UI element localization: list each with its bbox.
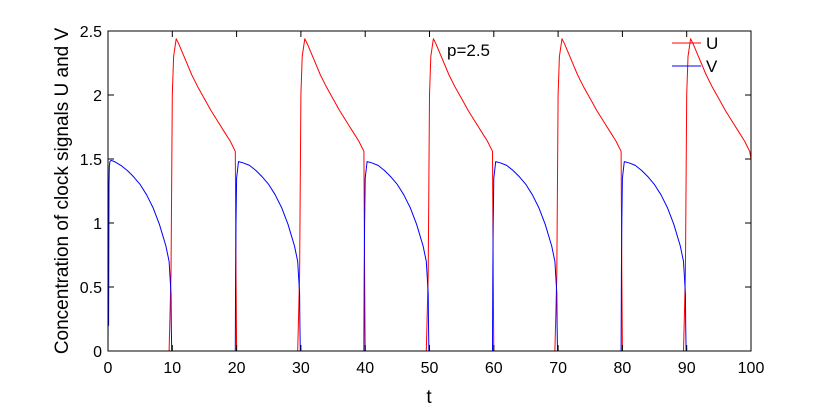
x-tick-label: 20 [228,360,246,377]
plot-area [108,31,751,351]
x-tick-label: 80 [614,360,632,377]
x-tick-label: 40 [356,360,374,377]
x-tick-label: 0 [104,360,113,377]
series-line-v [107,159,751,352]
y-tick-label: 2 [93,88,102,105]
y-tick-label: 0 [93,344,102,361]
y-tick-label: 2.5 [80,24,102,41]
y-tick-label: 1 [93,216,102,233]
legend-label-v: V [706,57,718,76]
legend: U V [672,34,718,76]
x-tick-label: 10 [163,360,181,377]
tick-layer: 0 10 20 30 40 50 60 70 80 90 100 0 0.5 1 1.5 2 2.5 [80,24,765,377]
annotation-text: p=2.5 [447,41,490,60]
x-tick-label: 50 [421,360,439,377]
x-tick-label: 100 [738,360,765,377]
x-axis-label: t [426,387,432,408]
y-axis-label: Concentration of clock signals U and V [52,28,73,355]
x-tick-label: 90 [678,360,696,377]
series-layer [107,38,752,352]
y-tick-label: 0.5 [80,280,102,297]
x-tick-label: 70 [549,360,567,377]
x-tick-label: 30 [292,360,310,377]
series-line-u [108,38,752,352]
x-tick-label: 60 [485,360,503,377]
legend-label-u: U [706,34,718,53]
y-tick-label: 1.5 [80,152,102,169]
